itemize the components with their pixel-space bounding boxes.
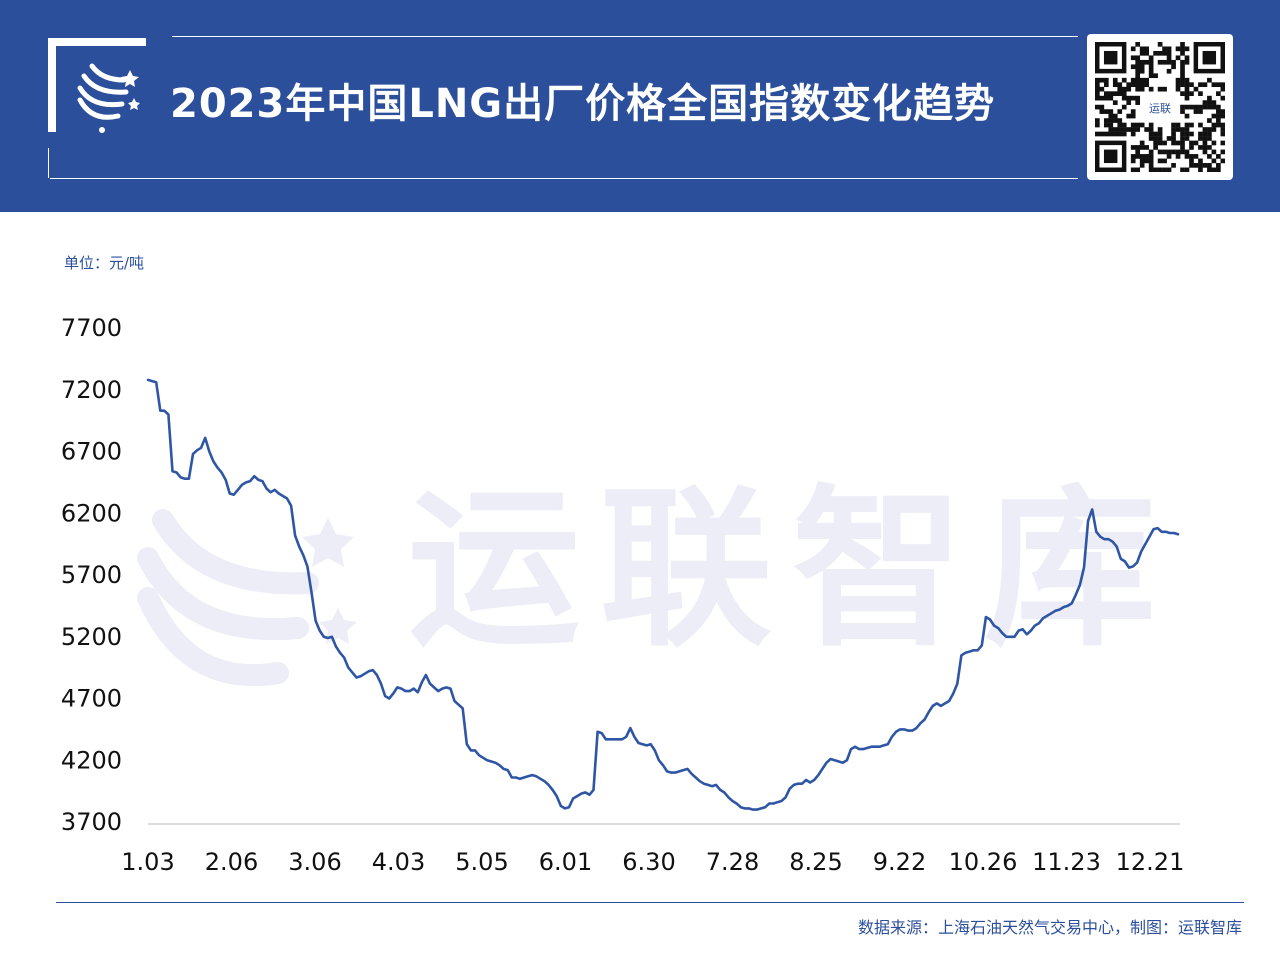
y-tick-label: 7700 bbox=[61, 314, 122, 342]
x-tick-label: 9.22 bbox=[873, 848, 926, 876]
y-axis-ticks: 7700 7200 6700 6200 5700 5200 4700 4200 3700 bbox=[61, 314, 122, 836]
x-axis-ticks: 1.03 2.06 3.06 4.03 5.05 6.01 6.30 7.28 8.25 9.22… bbox=[121, 848, 1184, 876]
x-tick-label: 8.25 bbox=[789, 848, 842, 876]
y-tick-label: 5200 bbox=[61, 623, 122, 651]
x-tick-label: 2.06 bbox=[205, 848, 258, 876]
y-tick-label: 5700 bbox=[61, 561, 122, 589]
yunlian-logo-icon bbox=[77, 63, 140, 133]
qr-code: 运联 bbox=[1087, 34, 1233, 180]
x-tick-label: 7.28 bbox=[706, 848, 759, 876]
y-tick-label: 4200 bbox=[61, 746, 122, 774]
y-tick-label: 3700 bbox=[61, 808, 122, 836]
qr-code-icon: 运联 bbox=[1095, 42, 1225, 172]
y-tick-label: 4700 bbox=[61, 685, 122, 713]
chart-title: 2023年中国LNG出厂价格全国指数变化趋势 bbox=[170, 81, 996, 127]
line-chart: 7700 7200 6700 6200 5700 5200 4700 4200 3700 1.0… bbox=[61, 314, 1184, 876]
frame-line-top bbox=[172, 36, 1078, 37]
footer-divider bbox=[56, 902, 1244, 903]
y-tick-label: 7200 bbox=[61, 376, 122, 404]
x-tick-label: 10.26 bbox=[949, 848, 1018, 876]
qr-center-label: 运联 bbox=[1149, 102, 1171, 115]
series-line bbox=[146, 378, 1180, 811]
frame-line-left bbox=[48, 148, 49, 178]
x-tick-label: 12.21 bbox=[1116, 848, 1185, 876]
frame-corner bbox=[48, 38, 146, 132]
x-tick-label: 11.23 bbox=[1032, 848, 1101, 876]
x-tick-label: 1.03 bbox=[121, 848, 174, 876]
x-tick-label: 5.05 bbox=[455, 848, 508, 876]
x-tick-label: 4.03 bbox=[372, 848, 425, 876]
y-tick-label: 6200 bbox=[61, 499, 122, 527]
x-tick-label: 3.06 bbox=[288, 848, 341, 876]
x-tick-label: 6.30 bbox=[622, 848, 675, 876]
frame-line-bottom bbox=[50, 178, 1078, 179]
data-source: 数据来源：上海石油天然气交易中心，制图：运联智库 bbox=[857, 918, 1242, 937]
y-tick-label: 6700 bbox=[61, 438, 122, 466]
unit-label: 单位：元/吨 bbox=[64, 254, 145, 272]
x-tick-label: 6.01 bbox=[539, 848, 592, 876]
header-banner: 2023年中国LNG出厂价格全国指数变化趋势 运联 bbox=[0, 0, 1280, 212]
